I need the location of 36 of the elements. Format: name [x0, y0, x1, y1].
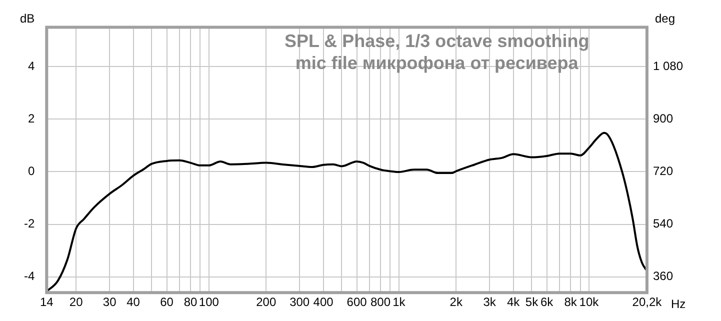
x-tick-label: 800 — [370, 295, 391, 310]
x-tick-label: 20 — [69, 295, 84, 310]
chart-title: SPL & Phase, 1/3 octave smoothing — [284, 31, 590, 52]
x-tick-label: 5k — [525, 295, 540, 310]
x-tick-label: 60 — [160, 295, 174, 310]
x-tick-label: 2k — [450, 295, 464, 310]
x-tick-label: 80 — [184, 295, 198, 310]
x-tick-label: 400 — [313, 295, 334, 310]
x-tick-label: 300 — [290, 295, 310, 310]
y-tick-label: -2 — [24, 216, 35, 231]
y2-tick-label: 900 — [652, 111, 674, 126]
x-tick-label: 3k — [483, 295, 497, 310]
y2-tick-label: 540 — [652, 216, 674, 231]
x-tick-label: 200 — [256, 295, 276, 310]
y2-tick-label: 1 080 — [652, 58, 684, 73]
x-tick-label: 600 — [346, 295, 368, 310]
x-tick-label: 4k — [506, 295, 521, 310]
x-tick-label: 40 — [126, 295, 140, 310]
y-axis-title: dB — [20, 12, 35, 26]
y2-axis-title: deg — [654, 12, 675, 26]
text: mic file микрофона от ресивера — [295, 53, 580, 74]
x-tick-label: 100 — [198, 295, 220, 310]
y2-tick-label: 720 — [652, 164, 674, 178]
x-tick-label: 6k — [540, 295, 554, 310]
y-tick-label: -4 — [24, 269, 35, 284]
x-tick-label: 14 — [40, 295, 54, 310]
x-tick-label: 10k — [579, 295, 600, 310]
x-tick-label: 1k — [392, 295, 406, 310]
x-axis-title: Hz — [670, 296, 686, 311]
y-tick-label: 0 — [28, 164, 35, 178]
x-tick-label: 8k — [564, 295, 578, 310]
y2-tick-label: 360 — [652, 269, 674, 284]
y-tick-label: 4 — [28, 58, 35, 73]
x-tick-label: 30 — [102, 295, 117, 310]
y-tick-label: 2 — [28, 111, 35, 126]
x-tick-label: 20,2k — [632, 295, 663, 310]
